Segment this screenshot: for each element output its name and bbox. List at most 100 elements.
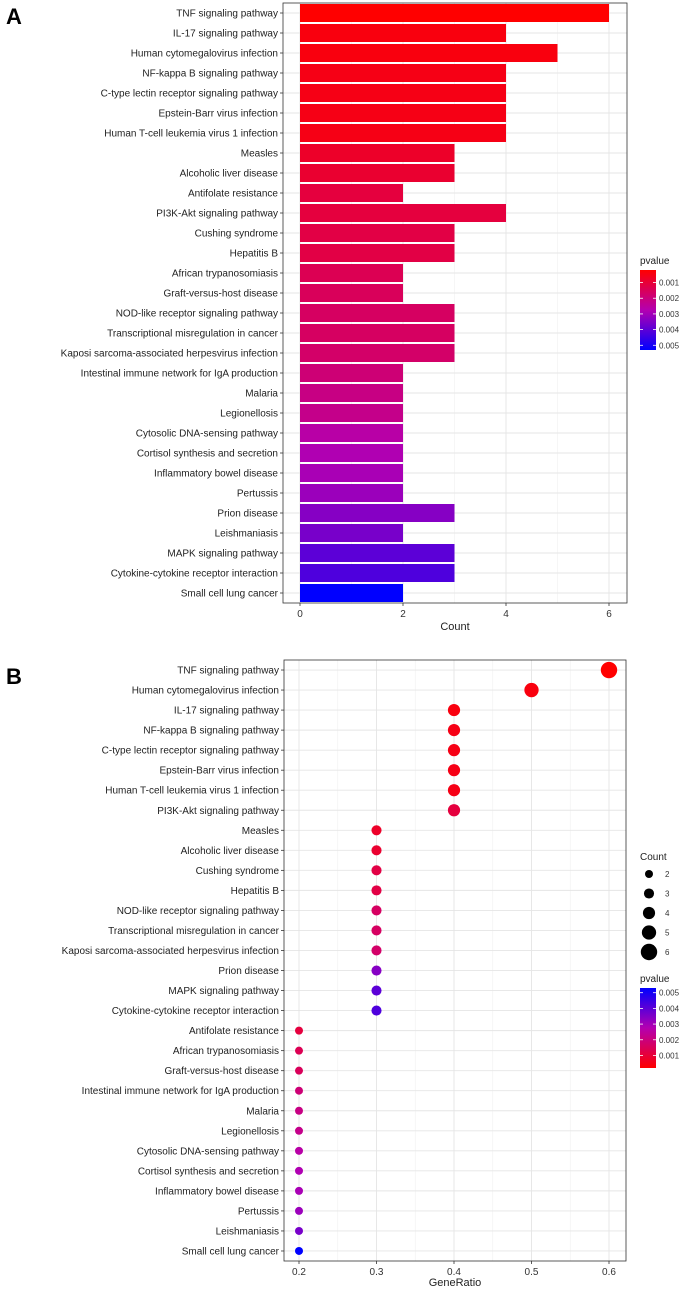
data-point bbox=[600, 661, 618, 679]
category-label: Intestinal immune network for IgA produc… bbox=[81, 369, 278, 380]
bar bbox=[300, 184, 403, 202]
panel-border bbox=[283, 659, 627, 1262]
data-point bbox=[295, 1186, 303, 1195]
category-label: Cytokine-cytokine receptor interaction bbox=[111, 569, 278, 580]
x-tick-label: 0.2 bbox=[292, 1267, 306, 1278]
data-point bbox=[295, 1026, 303, 1035]
category-label: TNF signaling pathway bbox=[177, 666, 279, 677]
x-tick-label: 0.6 bbox=[602, 1267, 616, 1278]
legend-tick-label: 0.002 bbox=[659, 1036, 680, 1045]
legend-colorbar bbox=[640, 270, 656, 350]
data-point bbox=[524, 682, 539, 698]
bar bbox=[300, 244, 455, 262]
category-label: Small cell lung cancer bbox=[182, 1246, 280, 1257]
x-tick-label: 0 bbox=[297, 609, 303, 620]
category-label: Epstein-Barr virus infection bbox=[160, 766, 280, 777]
category-label: IL-17 signaling pathway bbox=[173, 29, 278, 40]
category-label: Epstein-Barr virus infection bbox=[159, 109, 279, 120]
x-tick-label: 2 bbox=[400, 609, 406, 620]
data-point bbox=[371, 905, 382, 916]
bar bbox=[300, 544, 455, 562]
bar bbox=[300, 444, 403, 462]
category-label: Legionellosis bbox=[221, 1126, 279, 1137]
legend-title: pvalue bbox=[640, 256, 670, 267]
category-label: Human T-cell leukemia virus 1 infection bbox=[105, 786, 279, 797]
data-point bbox=[295, 1086, 303, 1095]
x-tick-label: 0.4 bbox=[447, 1267, 461, 1278]
bar bbox=[300, 484, 403, 502]
data-point bbox=[371, 885, 382, 896]
bar bbox=[300, 84, 506, 102]
category-label: Human cytomegalovirus infection bbox=[131, 49, 278, 60]
size-legend-label: 2 bbox=[665, 870, 670, 879]
legend-tick-label: 0.001 bbox=[659, 279, 680, 288]
category-label: C-type lectin receptor signaling pathway bbox=[101, 89, 278, 100]
legend-tick-label: 0.003 bbox=[659, 1020, 680, 1029]
data-point bbox=[295, 1206, 303, 1215]
data-point bbox=[447, 724, 461, 737]
category-label: Cytokine-cytokine receptor interaction bbox=[112, 1006, 279, 1017]
size-legend-dot bbox=[643, 888, 655, 899]
legend-tick-label: 0.001 bbox=[659, 1051, 680, 1060]
category-label: Inflammatory bowel disease bbox=[155, 1186, 279, 1197]
category-label: Alcoholic liver disease bbox=[180, 169, 279, 180]
category-label: NOD-like receptor signaling pathway bbox=[117, 906, 279, 917]
category-label: NF-kappa B signaling pathway bbox=[143, 726, 279, 737]
category-label: Hepatitis B bbox=[231, 886, 280, 897]
category-label: Small cell lung cancer bbox=[181, 589, 279, 600]
category-label: IL-17 signaling pathway bbox=[174, 706, 279, 717]
bar bbox=[300, 164, 455, 182]
data-point bbox=[371, 865, 382, 876]
data-point bbox=[295, 1046, 303, 1055]
category-label: Leishmaniasis bbox=[216, 1226, 279, 1237]
category-label: Pertussis bbox=[238, 1206, 279, 1217]
bar bbox=[300, 584, 403, 602]
legend-tick-label: 0.004 bbox=[659, 326, 680, 335]
category-label: Malaria bbox=[246, 1106, 279, 1117]
legend-tick-label: 0.005 bbox=[659, 989, 680, 998]
legend-colorbar bbox=[640, 988, 656, 1068]
category-label: Alcoholic liver disease bbox=[181, 846, 280, 857]
bar bbox=[300, 204, 506, 222]
bar bbox=[300, 144, 455, 162]
category-label: Transcriptional misregulation in cancer bbox=[107, 329, 278, 340]
category-label: PI3K-Akt signaling pathway bbox=[156, 209, 278, 220]
category-label: Antifolate resistance bbox=[188, 189, 278, 200]
bar bbox=[300, 344, 455, 362]
bar bbox=[300, 364, 403, 382]
size-legend-label: 5 bbox=[665, 929, 670, 938]
category-label: Kaposi sarcoma-associated herpesvirus in… bbox=[61, 349, 278, 360]
legend-tick-label: 0.004 bbox=[659, 1004, 680, 1013]
data-point bbox=[371, 845, 382, 856]
bar bbox=[300, 104, 506, 122]
category-label: Legionellosis bbox=[220, 409, 278, 420]
x-tick-label: 4 bbox=[503, 609, 509, 620]
category-label: PI3K-Akt signaling pathway bbox=[157, 806, 279, 817]
size-legend-label: 4 bbox=[665, 909, 670, 918]
panel-a-label: A bbox=[6, 4, 22, 29]
data-point bbox=[295, 1126, 303, 1135]
category-label: Cortisol synthesis and secretion bbox=[137, 449, 278, 460]
data-point bbox=[447, 744, 461, 757]
bar bbox=[300, 464, 403, 482]
category-label: Prion disease bbox=[217, 509, 278, 520]
category-label: Cortisol synthesis and secretion bbox=[138, 1166, 279, 1177]
category-label: NF-kappa B signaling pathway bbox=[142, 69, 278, 80]
category-label: Graft-versus-host disease bbox=[164, 289, 279, 300]
data-point bbox=[447, 784, 461, 797]
bar bbox=[300, 64, 506, 82]
category-label: C-type lectin receptor signaling pathway bbox=[102, 746, 279, 757]
data-point bbox=[295, 1226, 303, 1235]
bar bbox=[300, 564, 455, 582]
data-point bbox=[295, 1246, 303, 1255]
category-label: Cushing syndrome bbox=[196, 866, 280, 877]
category-label: Kaposi sarcoma-associated herpesvirus in… bbox=[62, 946, 279, 957]
size-legend-label: 3 bbox=[665, 890, 670, 899]
panel-b-label: B bbox=[6, 664, 22, 689]
category-label: Pertussis bbox=[237, 489, 278, 500]
category-label: Leishmaniasis bbox=[215, 529, 278, 540]
legend-tick-label: 0.003 bbox=[659, 310, 680, 319]
category-label: Inflammatory bowel disease bbox=[154, 469, 278, 480]
bar bbox=[300, 524, 403, 542]
